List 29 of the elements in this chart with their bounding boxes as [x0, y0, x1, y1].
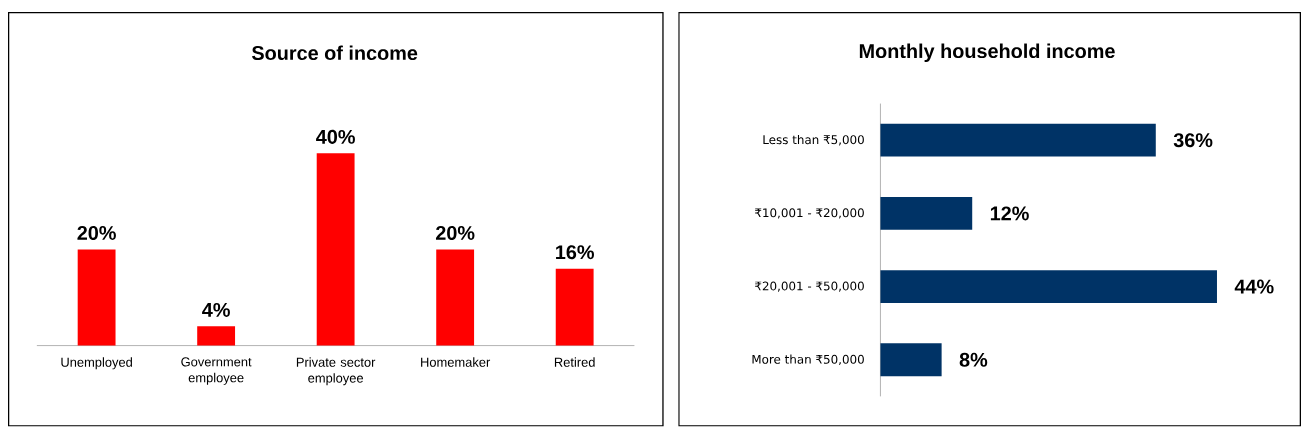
y-tick-label: Less than ₹5,000: [763, 135, 864, 146]
bar: [880, 270, 1217, 304]
bar: [880, 343, 942, 377]
data-label: 12%: [990, 206, 1029, 221]
bar: [77, 249, 116, 346]
y-tick-label: ₹10,001 - ₹20,000: [755, 208, 864, 219]
data-label: 4%: [202, 303, 230, 318]
x-tick-label: Government employee: [181, 357, 252, 386]
x-tick-label: Retired: [554, 357, 595, 367]
y-tick-label: More than ₹50,000: [752, 354, 864, 366]
data-label: 8%: [959, 352, 988, 368]
data-label: 16%: [556, 245, 594, 260]
y-tick-label: ₹20,001 - ₹50,000: [755, 281, 864, 292]
data-label: 44%: [1234, 279, 1274, 294]
data-label: 40%: [316, 130, 355, 145]
bar: [880, 197, 973, 231]
x-tick-label: Unemployed: [61, 357, 132, 370]
data-label: 36%: [1173, 133, 1213, 148]
bar: [316, 153, 355, 346]
x-tick-label: Homemaker: [421, 357, 491, 367]
chart-title: Monthly household income: [859, 43, 1115, 63]
bar: [197, 326, 236, 346]
x-tick-label: Private sector employee: [296, 357, 376, 386]
bar: [436, 249, 475, 346]
data-label: 20%: [435, 226, 475, 241]
bar: [880, 123, 1156, 157]
chart-title: Source of income: [251, 45, 418, 61]
data-label: 20%: [77, 226, 116, 241]
bar: [555, 268, 594, 346]
